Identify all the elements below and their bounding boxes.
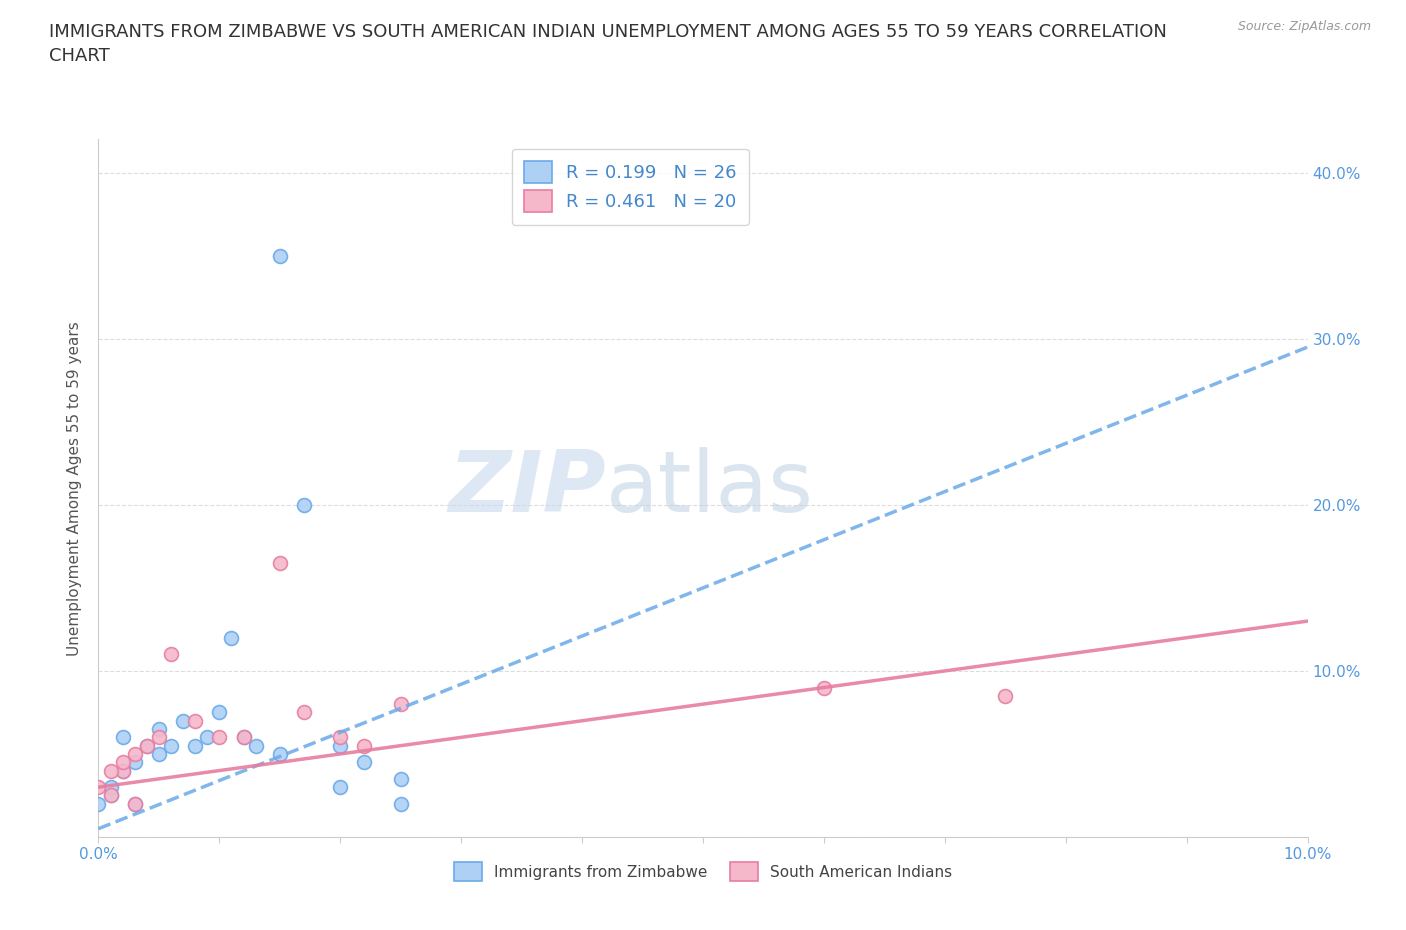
Point (292, 705, 315, 720)
Point (184, 713, 207, 728)
Point (353, 738, 375, 753)
Point (353, 755, 375, 770)
Point (100, 788, 122, 803)
Point (994, 688, 1017, 703)
Point (135, 738, 157, 753)
Point (148, 722, 170, 737)
Point (111, 764, 134, 778)
Point (124, 747, 146, 762)
Point (111, 755, 134, 770)
Point (160, 738, 183, 753)
Point (208, 705, 231, 720)
Point (195, 730, 218, 745)
Point (148, 747, 170, 762)
Point (269, 248, 291, 263)
Point (172, 713, 194, 728)
Y-axis label: Unemployment Among Ages 55 to 59 years: Unemployment Among Ages 55 to 59 years (67, 321, 83, 656)
Text: Source: ZipAtlas.com: Source: ZipAtlas.com (1237, 20, 1371, 33)
Point (269, 747, 291, 762)
Point (208, 730, 231, 745)
Point (87, 796, 110, 811)
Point (329, 779, 352, 794)
Point (111, 764, 134, 778)
Point (135, 738, 157, 753)
Point (269, 555, 291, 570)
Point (100, 764, 122, 778)
Point (292, 498, 315, 512)
Point (221, 631, 243, 645)
Point (232, 730, 254, 745)
Point (124, 755, 146, 770)
Point (124, 796, 146, 811)
Point (389, 796, 412, 811)
Point (245, 738, 267, 753)
Point (111, 730, 134, 745)
Point (87, 779, 110, 794)
Point (148, 730, 170, 745)
Text: IMMIGRANTS FROM ZIMBABWE VS SOUTH AMERICAN INDIAN UNEMPLOYMENT AMONG AGES 55 TO : IMMIGRANTS FROM ZIMBABWE VS SOUTH AMERIC… (49, 23, 1167, 65)
Point (329, 738, 352, 753)
Point (813, 680, 835, 695)
Point (124, 796, 146, 811)
Legend: Immigrants from Zimbabwe, South American Indians: Immigrants from Zimbabwe, South American… (447, 855, 959, 889)
Point (160, 647, 183, 662)
Point (100, 788, 122, 803)
Text: atlas: atlas (606, 446, 814, 530)
Point (100, 779, 122, 794)
Text: ZIP: ZIP (449, 446, 606, 530)
Point (389, 772, 412, 787)
Point (389, 697, 412, 711)
Point (329, 730, 352, 745)
Point (184, 738, 207, 753)
Point (232, 730, 254, 745)
